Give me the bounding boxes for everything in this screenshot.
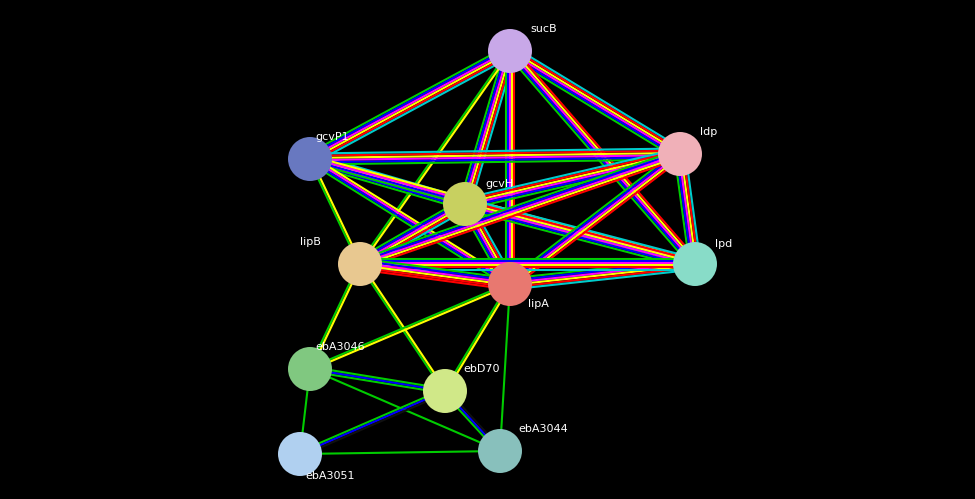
Text: ebA3046: ebA3046: [315, 342, 365, 352]
Text: ebA3044: ebA3044: [518, 424, 567, 434]
Text: ebD70: ebD70: [463, 364, 499, 374]
Text: lipA: lipA: [528, 299, 549, 309]
Circle shape: [488, 29, 532, 73]
Circle shape: [488, 262, 532, 306]
Text: sucB: sucB: [530, 24, 557, 34]
Circle shape: [478, 429, 522, 473]
Text: gcvP1: gcvP1: [315, 132, 349, 142]
Text: ebA3051: ebA3051: [305, 471, 355, 481]
Text: gcvH: gcvH: [485, 179, 513, 189]
Text: lipB: lipB: [300, 237, 321, 247]
Circle shape: [673, 242, 717, 286]
Circle shape: [338, 242, 382, 286]
Circle shape: [443, 182, 487, 226]
Circle shape: [288, 137, 332, 181]
Circle shape: [423, 369, 467, 413]
Text: ldp: ldp: [700, 127, 718, 137]
Circle shape: [658, 132, 702, 176]
Circle shape: [278, 432, 322, 476]
Circle shape: [288, 347, 332, 391]
Text: lpd: lpd: [715, 239, 732, 249]
